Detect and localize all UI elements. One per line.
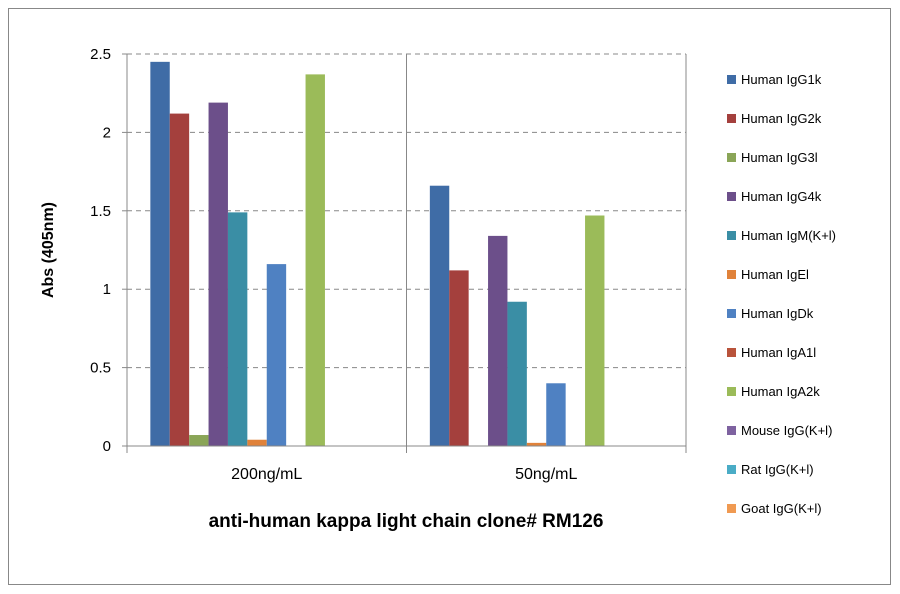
x-category-label: 200ng/mL (231, 466, 302, 483)
legend-swatch (727, 387, 736, 396)
y-axis-label: Abs (405nm) (40, 202, 57, 298)
bar (488, 235, 508, 446)
legend-swatch (727, 270, 736, 279)
y-tick-label: 1 (103, 281, 111, 298)
legend-label: Human IgA1l (741, 345, 816, 360)
legend-label: Human IgG3l (741, 150, 818, 165)
legend-item: Human IgA1l (727, 345, 816, 360)
x-category-labels: 200ng/mL 50ng/mL (231, 466, 577, 483)
legend-item: Human IgA2k (727, 384, 820, 399)
y-tick-label: 2.5 (90, 46, 111, 63)
legend-swatch (727, 75, 736, 84)
legend-swatch (727, 309, 736, 318)
legend-label: Human IgG2k (741, 111, 822, 126)
y-tick-label: 0.5 (90, 360, 111, 377)
y-tick-labels: 0 0.5 1 1.5 2 2.5 (90, 46, 111, 455)
legend-label: Human IgA2k (741, 384, 820, 399)
bars (150, 61, 605, 447)
legend-swatch (727, 153, 736, 162)
legend-swatch (727, 114, 736, 123)
legend-item: Human IgG3l (727, 150, 818, 165)
legend-item: Human IgG2k (727, 111, 822, 126)
bar (507, 301, 527, 446)
bar (546, 383, 566, 446)
axes (122, 53, 687, 453)
legend-label: Mouse IgG(K+l) (741, 423, 832, 438)
legend: Human IgG1k Human IgG2k Human IgG3l Human I… (727, 72, 836, 516)
chart-frame (8, 8, 891, 585)
bar (169, 113, 190, 447)
legend-item: Human IgM(K+l) (727, 228, 836, 243)
bar (449, 270, 469, 446)
bar (526, 442, 547, 446)
bar (208, 102, 228, 446)
y-tick-label: 1.5 (90, 203, 111, 220)
legend-label: Rat IgG(K+l) (741, 462, 814, 477)
bar (189, 435, 209, 446)
legend-label: Human IgG4k (741, 189, 822, 204)
bar (585, 215, 605, 446)
legend-label: Human IgDk (741, 306, 814, 321)
bar (150, 61, 170, 447)
x-axis-label: anti-human kappa light chain clone# RM12… (209, 511, 604, 532)
legend-swatch (727, 504, 736, 513)
legend-swatch (727, 192, 736, 201)
legend-item: Human IgEl (727, 267, 809, 282)
bar (429, 185, 450, 446)
legend-label: Human IgM(K+l) (741, 228, 836, 243)
bar (266, 264, 287, 446)
legend-label: Human IgEl (741, 267, 809, 282)
legend-label: Human IgG1k (741, 72, 822, 87)
legend-label: Goat IgG(K+l) (741, 501, 822, 516)
x-category-label: 50ng/mL (515, 466, 577, 483)
legend-item: Human IgG1k (727, 72, 822, 87)
legend-swatch (727, 231, 736, 240)
legend-swatch (727, 348, 736, 357)
bar (247, 439, 267, 446)
legend-swatch (727, 426, 736, 435)
legend-item: Human IgG4k (727, 189, 822, 204)
y-tick-label: 0 (103, 438, 111, 455)
legend-item: Rat IgG(K+l) (727, 462, 814, 477)
legend-swatch (727, 465, 736, 474)
bar (227, 212, 248, 446)
legend-item: Mouse IgG(K+l) (727, 423, 832, 438)
legend-item: Human IgDk (727, 306, 814, 321)
legend-item: Goat IgG(K+l) (727, 501, 822, 516)
bar (305, 74, 325, 446)
y-tick-label: 2 (103, 124, 111, 141)
